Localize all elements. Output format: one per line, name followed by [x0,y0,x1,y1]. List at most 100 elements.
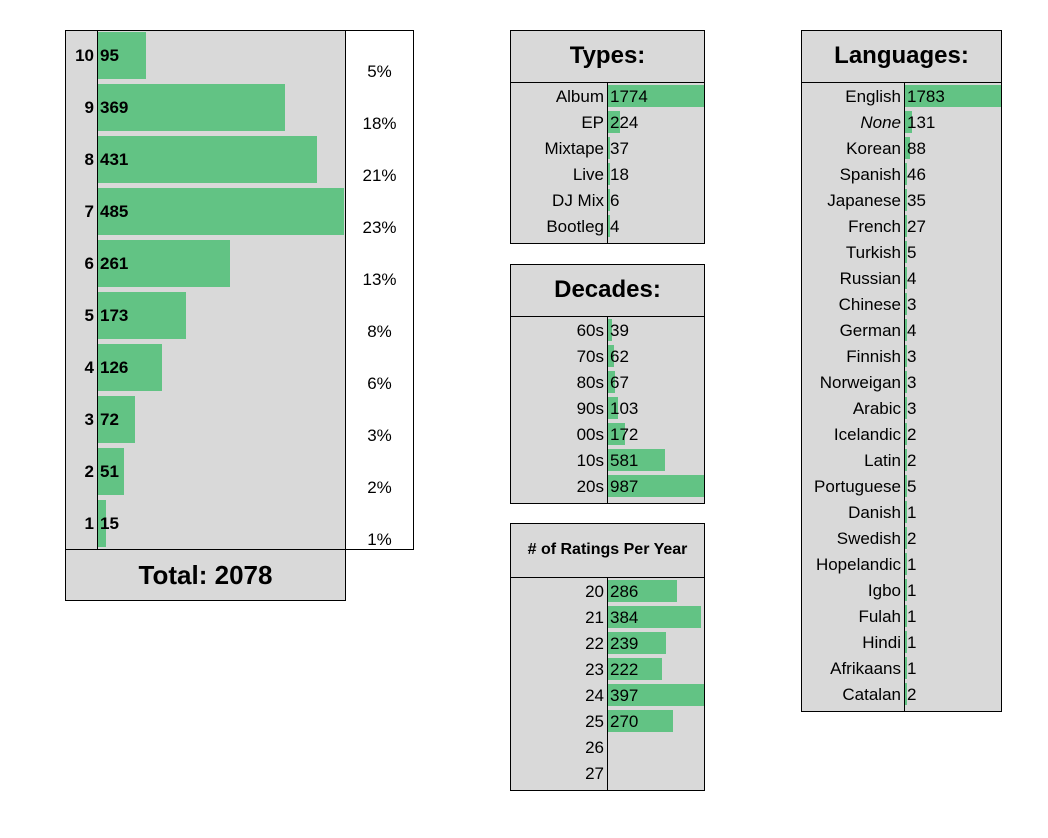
languages-row-value: 1 [907,633,917,652]
languages-row-label: Chinese [838,295,901,314]
languages-row-value: 4 [907,269,917,288]
per_year-bar [608,658,662,680]
languages-bar [905,553,907,575]
languages-row-label: French [848,217,901,236]
languages-row-value: 88 [907,139,926,158]
languages-bar [905,397,907,419]
ratings-percent-label: 5% [367,62,392,81]
types-row-value: 1774 [610,87,648,106]
languages-bar [905,319,907,341]
per_year-row-label: 27 [585,764,604,783]
languages-row-value: 131 [907,113,936,132]
ratings-level-label: 9 [84,98,94,117]
languages-row-value: 1 [907,607,917,626]
types-bar [608,85,704,107]
ratings-level-label: 2 [84,462,94,481]
ratings-percent-label: 23% [362,218,397,237]
ratings-count-label: 95 [100,46,119,65]
languages-row-value: 35 [907,191,926,210]
ratings-count-label: 51 [100,462,119,481]
languages-row-value: 2 [907,425,917,444]
languages-row-label: Arabic [852,399,901,418]
languages-row-label: Icelandic [833,425,901,444]
decades-row-value: 581 [610,451,639,470]
languages-row-label: Turkish [845,243,901,262]
ratings-axis-line [97,30,98,550]
languages-row-value: 2 [907,685,917,704]
per_year-bar [608,632,666,654]
decades-bar [608,449,665,471]
languages-row-value: 27 [907,217,926,236]
types-column-divider [607,82,608,244]
languages-row-label: Swedish [836,529,901,548]
decades-bar [608,345,614,367]
languages-column-divider [904,82,905,712]
ratings-count-label: 485 [100,202,129,221]
languages-row-value: 46 [907,165,926,184]
ratings-level-label: 5 [84,306,94,325]
types-row-value: 37 [610,139,629,158]
types-bar [608,215,610,237]
per_year-title: # of Ratings Per Year [527,541,688,558]
ratings-level-label: 4 [84,358,94,377]
ratings-bar [98,136,317,183]
languages-bar [905,579,907,601]
types-row-value: 6 [610,191,620,210]
decades-row-value: 172 [610,425,639,444]
types-row-label: DJ Mix [552,191,604,210]
languages-bar [905,449,907,471]
per_year-row-label: 24 [585,686,604,705]
per_year-row-value: 239 [610,634,639,653]
decades-row-value: 39 [610,321,629,340]
languages-row-label: Afrikaans [830,659,901,678]
ratings-bar [98,188,344,235]
languages-bar [905,293,907,315]
languages-row-value: 5 [907,477,917,496]
decades-row-value: 62 [610,347,629,366]
languages-bar [905,501,907,523]
languages-row-label: Japanese [827,191,901,210]
languages-bar [905,527,907,549]
ratings-total-divider [65,549,346,550]
types-row-value: 4 [610,217,620,236]
languages-bar [905,657,907,679]
ratings-level-label: 3 [84,410,94,429]
languages-title: Languages: [834,42,969,69]
ratings-percent-column [345,30,414,550]
languages-row-label: Hindi [862,633,901,652]
per_year-row-label: 22 [585,634,604,653]
ratings-level-label: 8 [84,150,94,169]
ratings-bar [98,32,146,79]
ratings-count-label: 15 [100,514,119,533]
languages-row-label: Hopelandic [815,555,901,574]
per_year-row-label: 26 [585,738,604,757]
decades-row-label: 60s [576,321,604,340]
languages-row-value: 2 [907,451,917,470]
languages-bar [905,163,907,185]
per_year-row-value: 384 [610,608,639,627]
decades-row-value: 987 [610,477,639,496]
ratings-percent-label: 21% [362,166,397,185]
languages-row-label: Catalan [842,685,901,704]
languages-row-value: 3 [907,399,917,418]
languages-row-label: Igbo [867,581,901,600]
languages-bar [905,241,907,263]
languages-bar [905,267,907,289]
decades-row-label: 90s [576,399,604,418]
per_year-bar [608,580,677,602]
languages-row-label: Latin [864,451,901,470]
languages-row-label: Portuguese [814,477,901,496]
per_year-row-label: 23 [585,660,604,679]
ratings-percent-label: 8% [367,322,392,341]
decades-row-value: 103 [610,399,639,418]
languages-bar [905,475,907,497]
ratings-count-label: 126 [100,358,129,377]
ratings-bar [98,448,124,495]
languages-bar [905,423,907,445]
ratings-bar [98,240,230,287]
ratings-count-label: 173 [100,306,129,325]
ratings-count-label: 369 [100,98,129,117]
languages-row-label: Spanish [839,165,901,184]
decades-bar [608,371,615,393]
languages-row-value: 1 [907,555,917,574]
